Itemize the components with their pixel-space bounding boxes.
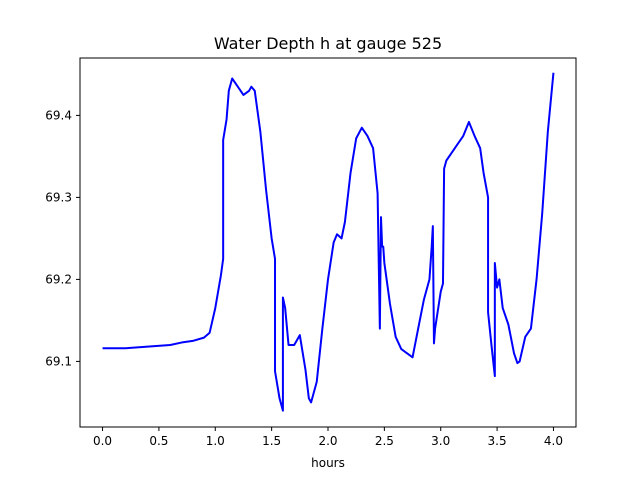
series-line bbox=[102, 72, 555, 412]
y-tick-label: 69.1 bbox=[45, 354, 72, 368]
y-axis: 69.1 69.2 69.3 69.4 bbox=[45, 108, 80, 368]
x-tick-label: 4.0 bbox=[544, 434, 563, 448]
y-tick-label: 69.4 bbox=[45, 108, 72, 122]
x-tick-label: 2.5 bbox=[375, 434, 394, 448]
x-axis-label: hours bbox=[311, 456, 345, 470]
x-axis: 0.0 0.5 1.0 1.5 2.0 2.5 3.0 3.5 4.0 bbox=[93, 427, 563, 448]
x-tick-label: 1.0 bbox=[206, 434, 225, 448]
x-tick-label: 1.5 bbox=[262, 434, 281, 448]
x-tick-label: 2.0 bbox=[318, 434, 337, 448]
y-tick-label: 69.3 bbox=[45, 190, 72, 204]
x-tick-label: 3.0 bbox=[431, 434, 450, 448]
y-tick-label: 69.2 bbox=[45, 272, 72, 286]
chart-title: Water Depth h at gauge 525 bbox=[214, 34, 442, 53]
x-tick-label: 0.0 bbox=[93, 434, 112, 448]
x-tick-label: 0.5 bbox=[149, 434, 168, 448]
x-tick-label: 3.5 bbox=[488, 434, 507, 448]
